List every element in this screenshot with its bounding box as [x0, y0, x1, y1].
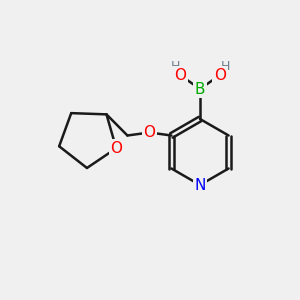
Text: O: O — [143, 125, 155, 140]
Text: O: O — [214, 68, 226, 82]
Text: O: O — [174, 68, 186, 82]
Text: H: H — [220, 61, 230, 74]
Text: N: N — [194, 178, 206, 193]
Text: O: O — [110, 141, 122, 156]
Text: B: B — [195, 82, 205, 97]
Text: H: H — [170, 61, 180, 74]
